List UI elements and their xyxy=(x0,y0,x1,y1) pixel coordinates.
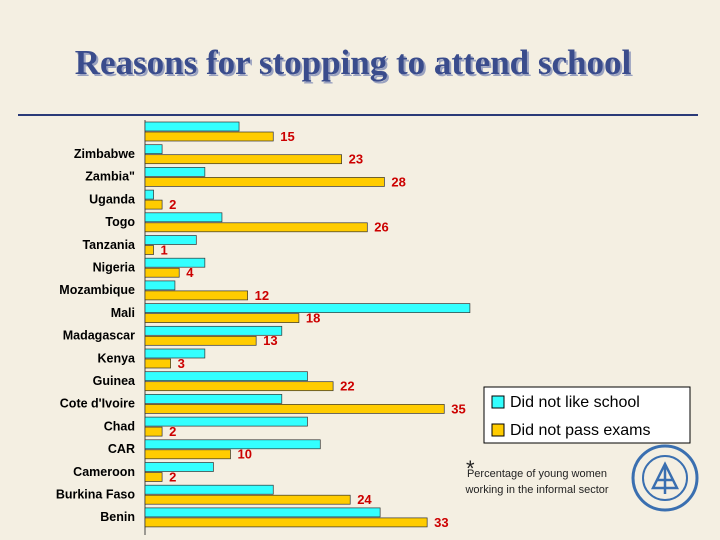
bar xyxy=(144,439,321,450)
bar xyxy=(144,167,206,177)
bar xyxy=(144,494,351,505)
bar xyxy=(144,325,283,336)
bar xyxy=(144,131,274,142)
y-tick-label: Togo xyxy=(105,215,135,229)
bar xyxy=(144,280,176,291)
y-tick-label: Nigeria xyxy=(93,260,136,274)
y-tick-label: Guinea xyxy=(93,374,136,388)
y-tick-label: Zimbabwe xyxy=(74,147,135,161)
note: Percentage of young women working in the… xyxy=(465,468,609,496)
data-label: 22 xyxy=(340,379,354,394)
legend-swatch xyxy=(491,395,505,409)
bar xyxy=(144,199,163,210)
legend-label: Did not pass exams xyxy=(510,422,651,439)
bar xyxy=(144,154,342,165)
bar xyxy=(144,371,308,382)
data-label: 23 xyxy=(349,152,363,167)
legend-label: Did not like school xyxy=(510,394,640,411)
data-label: 13 xyxy=(263,333,277,348)
data-label: 33 xyxy=(434,515,448,530)
bar xyxy=(144,290,248,301)
bar xyxy=(144,313,300,323)
bar xyxy=(144,472,163,482)
data-label: 1 xyxy=(161,242,168,257)
y-tick-label: Cameroon xyxy=(73,465,135,479)
bar xyxy=(144,426,163,437)
y-tick-label: Uganda xyxy=(89,192,136,206)
data-label: 2 xyxy=(169,197,176,212)
chart-title-shadow: Reasons for stopping to attend school xyxy=(77,45,634,84)
bar xyxy=(144,121,240,132)
bar xyxy=(144,484,274,495)
y-tick-label: Chad xyxy=(104,419,135,433)
legend-swatch xyxy=(491,423,505,437)
data-label: 12 xyxy=(255,288,269,303)
bar xyxy=(144,335,257,346)
bar xyxy=(144,212,223,223)
bar xyxy=(144,303,471,313)
bar xyxy=(144,348,206,359)
y-tick-label: Madagascar xyxy=(63,329,135,343)
bar xyxy=(144,245,154,255)
bar xyxy=(144,517,428,528)
y-tick-label: CAR xyxy=(108,442,135,456)
data-label: 24 xyxy=(357,492,372,507)
bar xyxy=(144,462,214,472)
bar xyxy=(144,177,385,187)
bar xyxy=(144,222,368,233)
bar xyxy=(144,449,231,460)
data-label: 2 xyxy=(169,424,176,439)
data-label: 28 xyxy=(391,174,405,189)
logo xyxy=(631,444,699,512)
chart-title: Reasons for stopping to attend school xyxy=(75,43,632,82)
data-label: 15 xyxy=(280,129,294,144)
bar xyxy=(144,358,171,369)
y-tick-label: Cote d'Ivoire xyxy=(60,397,135,411)
bar xyxy=(144,416,308,427)
data-label: 10 xyxy=(238,447,252,462)
bar xyxy=(144,267,180,278)
bar xyxy=(144,144,163,155)
data-label: 18 xyxy=(306,311,320,326)
bar xyxy=(144,394,283,404)
bar xyxy=(144,189,154,200)
y-tick-label: Tanzania xyxy=(82,238,136,252)
y-tick-label: Benin xyxy=(100,510,135,524)
bar xyxy=(144,235,197,245)
bar xyxy=(144,257,206,268)
data-label: 3 xyxy=(178,356,185,371)
data-label: 35 xyxy=(451,401,465,416)
legend-box xyxy=(483,386,691,444)
data-label: 26 xyxy=(374,220,388,235)
bar xyxy=(144,381,334,392)
y-tick-label: Zambia" xyxy=(85,170,135,184)
data-label: 4 xyxy=(186,265,194,280)
data-label: 2 xyxy=(169,469,176,484)
y-tick-label: Mali xyxy=(111,306,135,320)
bar xyxy=(144,507,381,518)
bar xyxy=(144,404,445,414)
y-tick-label: Burkina Faso xyxy=(56,487,136,501)
y-tick-label: Mozambique xyxy=(59,283,135,297)
y-tick-label: Kenya xyxy=(97,351,136,365)
note-marker: * xyxy=(466,456,475,481)
